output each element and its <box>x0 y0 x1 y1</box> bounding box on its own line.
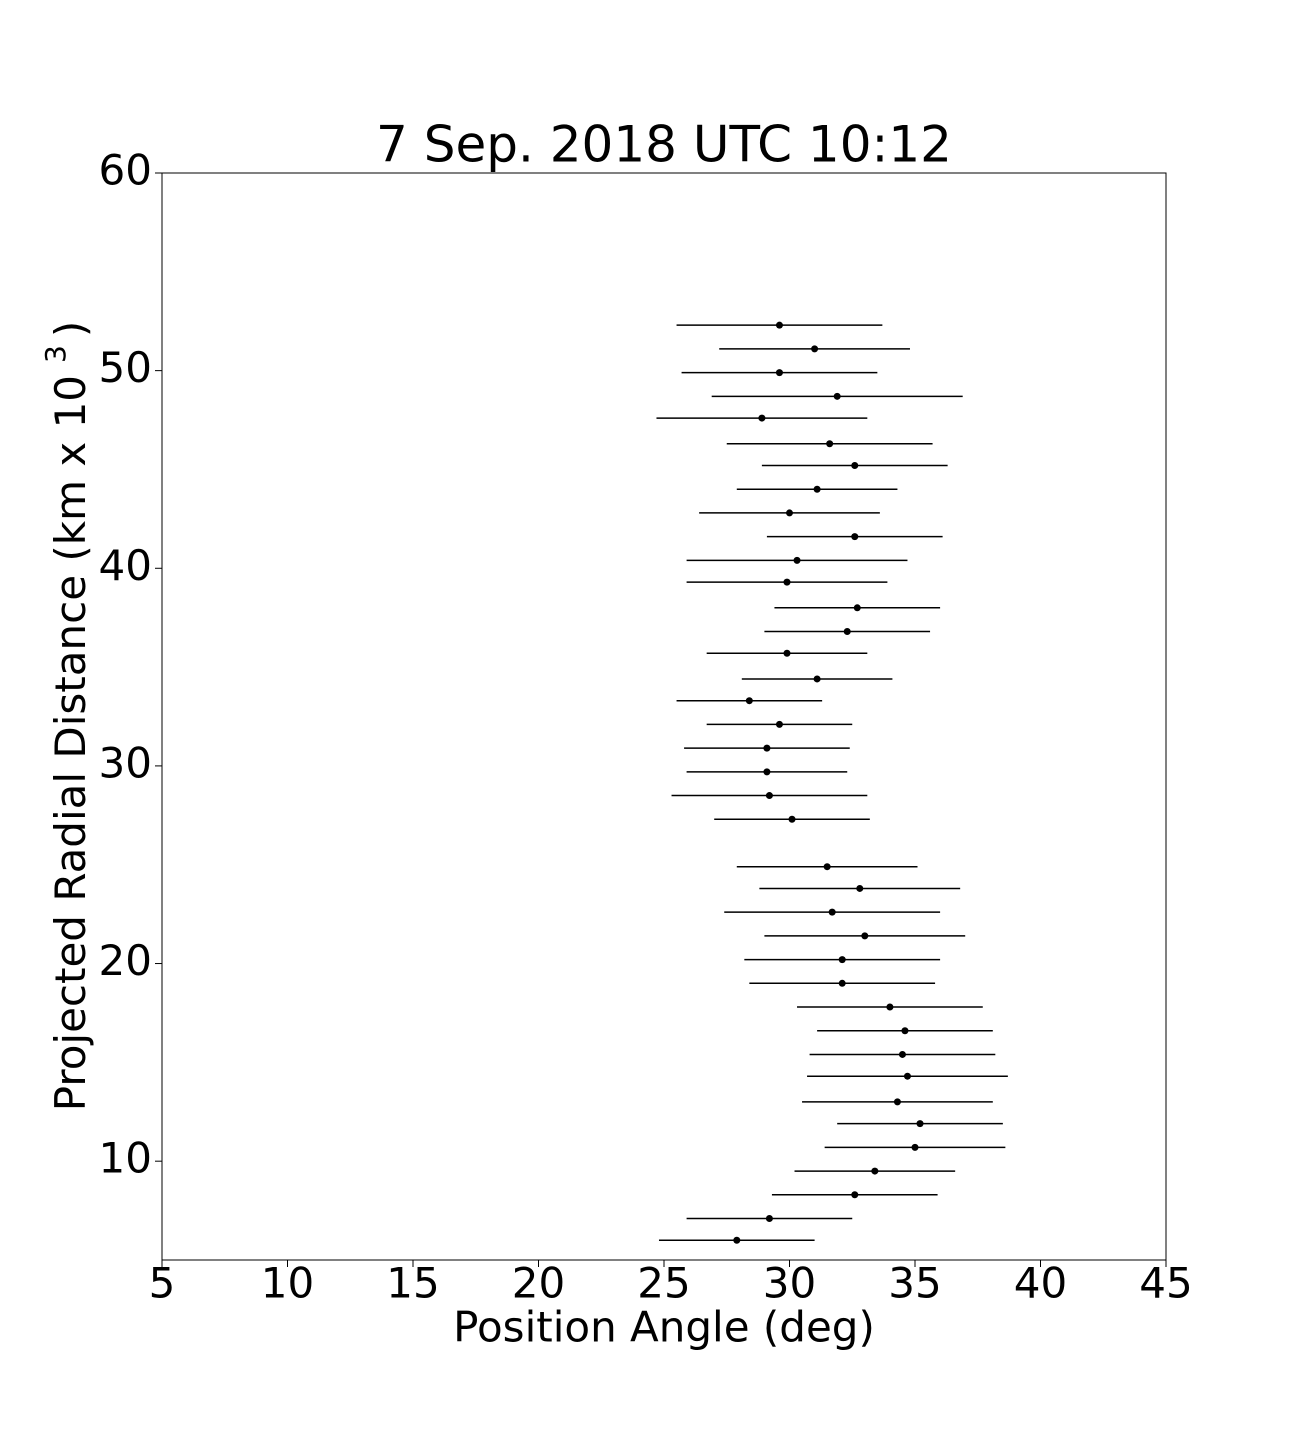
data-point <box>775 321 783 329</box>
data-point <box>838 956 846 964</box>
data-point <box>856 884 864 892</box>
data-point <box>886 1003 894 1011</box>
data-point <box>916 1120 924 1128</box>
data-point <box>828 908 836 916</box>
y-axis-label: Projected Radial Distance (km x 10 3) <box>39 321 95 1111</box>
y-axis-label-close: ) <box>46 321 95 337</box>
data-point <box>833 392 841 400</box>
data-point <box>911 1143 919 1151</box>
data-point <box>783 649 791 657</box>
x-tick-label: 30 <box>763 1259 816 1308</box>
x-axis-label: Position Angle (deg) <box>453 1303 875 1352</box>
data-point <box>811 345 819 353</box>
data-point <box>861 932 869 940</box>
y-tick-label: 40 <box>99 541 152 590</box>
data-point <box>851 533 859 541</box>
x-tick-label: 5 <box>149 1259 176 1308</box>
data-point <box>745 697 753 705</box>
y-tick-label: 50 <box>99 343 152 392</box>
data-point <box>793 556 801 564</box>
data-point <box>871 1167 879 1175</box>
x-tick-label: 10 <box>261 1259 314 1308</box>
data-point <box>783 578 791 586</box>
data-point <box>843 628 851 636</box>
data-point <box>823 863 831 871</box>
data-point <box>838 979 846 987</box>
x-tick-label: 25 <box>637 1259 690 1308</box>
data-point <box>758 414 766 422</box>
data-point <box>853 604 861 612</box>
data-point <box>901 1027 909 1035</box>
data-point <box>765 792 773 800</box>
data-point <box>775 720 783 728</box>
y-axis-label-text: Projected Radial Distance (km x 10 <box>46 375 95 1111</box>
data-point <box>851 1191 859 1199</box>
y-tick-label: 20 <box>99 936 152 985</box>
x-tick-label: 15 <box>386 1259 439 1308</box>
x-tick-label: 40 <box>1014 1259 1067 1308</box>
data-point <box>763 768 771 776</box>
data-point <box>733 1236 741 1244</box>
x-tick-label: 45 <box>1139 1259 1192 1308</box>
x-tick-label: 35 <box>888 1259 941 1308</box>
data-point <box>765 1214 773 1222</box>
y-tick-label: 10 <box>99 1134 152 1183</box>
data-point <box>903 1072 911 1080</box>
y-tick-label: 30 <box>99 738 152 787</box>
data-point <box>813 675 821 683</box>
x-tick-label: 20 <box>512 1259 565 1308</box>
y-tick-label: 60 <box>99 146 152 195</box>
data-point <box>788 815 796 823</box>
data-point <box>898 1050 906 1058</box>
data-point <box>851 462 859 470</box>
data-point <box>786 509 793 517</box>
plot-frame <box>161 172 1167 1261</box>
data-point <box>763 744 771 752</box>
chart-title: 7 Sep. 2018 UTC 10:12 <box>376 116 952 174</box>
data-point <box>893 1098 901 1106</box>
data-point <box>826 440 834 448</box>
data-point <box>813 485 821 493</box>
data-point <box>775 369 783 377</box>
y-axis-label-superscript: 3 <box>39 345 72 363</box>
